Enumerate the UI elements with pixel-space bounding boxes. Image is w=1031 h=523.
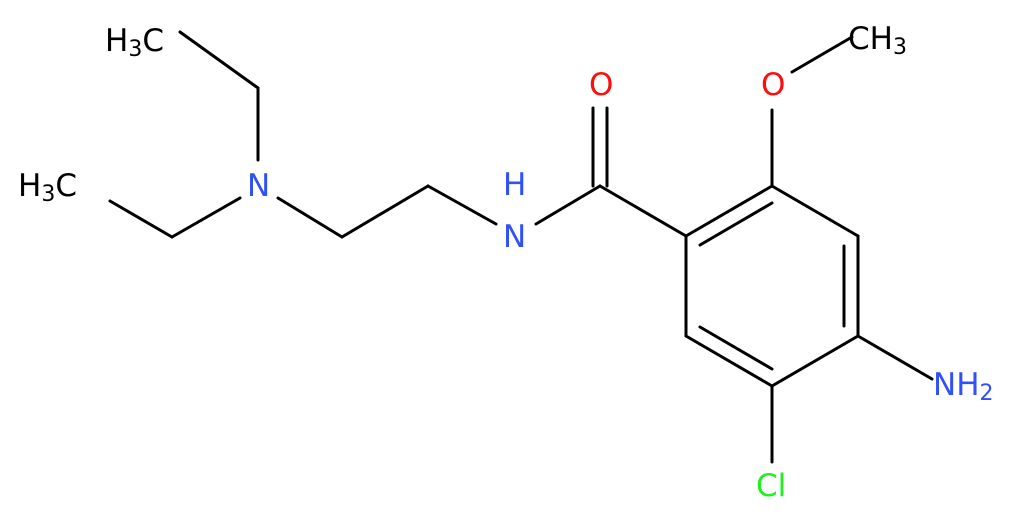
atom-label: Cl bbox=[756, 468, 786, 504]
atom-label: H bbox=[503, 167, 526, 203]
label-part: NH bbox=[933, 367, 980, 403]
atom-label: O bbox=[761, 67, 785, 103]
label-part: O bbox=[761, 67, 785, 103]
atom-label: N bbox=[503, 219, 526, 255]
label-part: H bbox=[105, 23, 128, 59]
label-part: CH bbox=[848, 21, 893, 57]
atom-label: N bbox=[247, 168, 270, 204]
subscript: 3 bbox=[41, 182, 55, 207]
subscript: 3 bbox=[893, 35, 907, 60]
label-part: H bbox=[18, 168, 41, 204]
subscript: 3 bbox=[128, 37, 142, 62]
label-part: Cl bbox=[756, 468, 786, 504]
label-part: H bbox=[503, 167, 526, 203]
bonds bbox=[108, 30, 934, 464]
label-part: C bbox=[142, 23, 164, 59]
atom-label: O bbox=[589, 67, 613, 103]
atom-label: H3C bbox=[18, 168, 77, 208]
atom-label: NH2 bbox=[933, 367, 994, 407]
label-part: N bbox=[503, 219, 526, 255]
subscript: 2 bbox=[980, 381, 994, 406]
label-part: N bbox=[247, 168, 270, 204]
atom-label: CH3 bbox=[848, 21, 907, 61]
label-part: C bbox=[55, 168, 77, 204]
atom-label: H3C bbox=[105, 23, 164, 63]
label-part: O bbox=[589, 67, 613, 103]
